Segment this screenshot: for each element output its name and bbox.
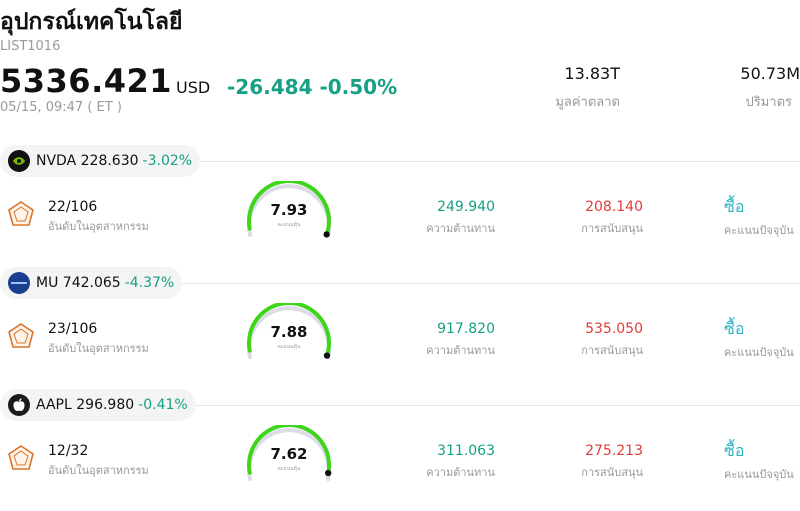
- stock-pill[interactable]: NVDA 228.630 -3.02%: [0, 145, 201, 177]
- gauge-marker: [323, 231, 330, 238]
- stock-score: 7.62: [270, 445, 308, 463]
- stock-price: 228.630: [80, 153, 139, 169]
- stock-score-label: คะแนนหุ้น: [277, 466, 301, 472]
- index-price: 5336.421: [0, 62, 173, 100]
- resistance-label: ความต้านทาน: [426, 466, 495, 479]
- volume-label: ปริมาตร: [745, 95, 792, 110]
- support-value: 535.050: [585, 321, 643, 337]
- resistance-value: 249.940: [437, 199, 495, 215]
- gauge-fill: [247, 303, 331, 354]
- gauge-marker: [323, 352, 331, 359]
- industry-rank-label: อันดับในอุตสาหกรรม: [48, 220, 149, 233]
- stock-ticker: NVDA: [36, 153, 77, 169]
- stock-ticker: AAPL: [36, 397, 72, 413]
- stock-card: MU 742.065 -4.37% 23/106 อันดับในอุตสาหก…: [0, 267, 800, 389]
- stock-score: 7.88: [270, 323, 308, 341]
- industry-rank: 23/106: [48, 321, 98, 337]
- rating-buy[interactable]: ซื้อ: [724, 319, 745, 338]
- support-label: การสนับสนุน: [581, 222, 643, 235]
- stock-pill[interactable]: AAPL 296.980 -0.41%: [0, 389, 196, 421]
- industry-rank: 12/32: [48, 443, 89, 459]
- list-code: LIST1016: [0, 39, 61, 54]
- stock-score: 7.93: [270, 201, 308, 219]
- change-value: -26.484: [227, 75, 313, 99]
- rating-label: คะแนนปัจจุบัน: [724, 346, 794, 359]
- stock-price: 296.980: [76, 397, 135, 413]
- support-value: 208.140: [585, 199, 643, 215]
- support-label: การสนับสนุน: [581, 466, 643, 479]
- stock-change: -0.41%: [138, 397, 188, 413]
- resistance-label: ความต้านทาน: [426, 222, 495, 235]
- price-change: -26.484 -0.50%: [227, 75, 397, 99]
- micron-logo-icon: [8, 272, 30, 294]
- page-title: อุปกรณ์เทคโนโลยี: [0, 9, 183, 35]
- resistance-label: ความต้านทาน: [426, 344, 495, 357]
- divider: [196, 405, 800, 406]
- divider: [182, 283, 800, 284]
- gauge-fill: [247, 425, 331, 475]
- volume-value: 50.73M: [740, 64, 800, 83]
- resistance-value: 311.063: [437, 443, 495, 459]
- stock-ticker: MU: [36, 275, 59, 291]
- stock-score-label: คะแนนหุ้น: [277, 222, 301, 228]
- nvidia-logo-icon: [8, 150, 30, 172]
- stock-card: AAPL 296.980 -0.41% 12/32 อันดับในอุตสาห…: [0, 389, 800, 511]
- rating-label: คะแนนปัจจุบัน: [724, 224, 794, 237]
- pentagon-rank-icon: [8, 445, 34, 470]
- rating-buy[interactable]: ซื้อ: [724, 197, 745, 216]
- currency-label: USD: [176, 78, 211, 97]
- stock-card: NVDA 228.630 -3.02% 22/106 อันดับในอุตสา…: [0, 145, 800, 267]
- resistance-value: 917.820: [437, 321, 495, 337]
- industry-rank-label: อันดับในอุตสาหกรรม: [48, 342, 149, 355]
- support-value: 275.213: [585, 443, 643, 459]
- change-percent: -0.50%: [319, 75, 398, 99]
- gauge-fill: [247, 181, 331, 233]
- divider: [200, 161, 800, 162]
- rating-label: คะแนนปัจจุบัน: [724, 468, 794, 481]
- pentagon-rank-icon: [8, 201, 34, 226]
- stock-score-label: คะแนนหุ้น: [277, 344, 301, 350]
- timestamp: 05/15, 09:47 ( ET ): [0, 100, 122, 115]
- stock-change: -4.37%: [124, 275, 175, 291]
- rating-buy[interactable]: ซื้อ: [724, 441, 745, 460]
- score-gauge: [247, 425, 332, 481]
- score-gauge: [247, 303, 331, 359]
- apple-logo-icon: [8, 394, 30, 416]
- market-cap-label: มูลค่าตลาด: [555, 95, 620, 110]
- stock-price: 742.065: [62, 275, 121, 291]
- stock-change: -3.02%: [142, 153, 193, 169]
- industry-rank: 22/106: [48, 199, 98, 215]
- support-label: การสนับสนุน: [581, 344, 643, 357]
- score-gauge: [247, 181, 331, 238]
- industry-rank-label: อันดับในอุตสาหกรรม: [48, 464, 149, 477]
- pentagon-rank-icon: [8, 323, 34, 348]
- stock-pill[interactable]: MU 742.065 -4.37%: [0, 267, 183, 299]
- market-cap-value: 13.83T: [564, 64, 620, 83]
- gauge-marker: [324, 469, 332, 477]
